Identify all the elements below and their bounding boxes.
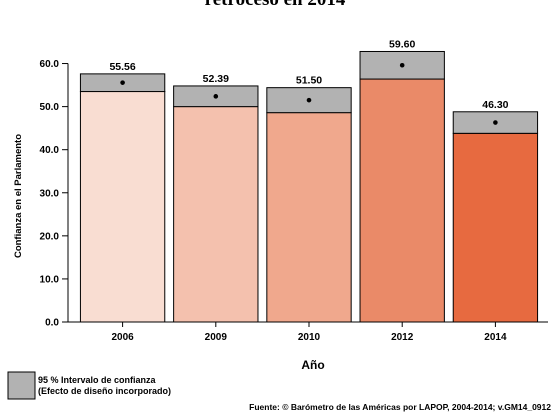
source-note: Fuente: © Barómetro de las Américas por … [249, 402, 551, 412]
data-label: 46.30 [482, 99, 508, 111]
point-estimate [120, 80, 125, 85]
point-estimate [306, 97, 312, 103]
x-tick-label: 2010 [298, 332, 321, 343]
y-tick-label: 40.0 [40, 145, 60, 156]
data-label: 59.60 [389, 38, 415, 50]
y-tick-label: 30.0 [40, 188, 60, 199]
x-tick-label: 2006 [111, 332, 134, 343]
bar [173, 106, 259, 323]
point-estimate [493, 120, 498, 125]
y-tick-label: 50.0 [40, 102, 60, 113]
x-tick-label: 2009 [205, 332, 228, 343]
legend-ci-label-line1: 95 % Intervalo de confianza [38, 375, 157, 385]
y-tick-label: 20.0 [40, 231, 60, 242]
legend-ci-swatch [7, 371, 36, 400]
x-axis-title: Año [301, 358, 324, 372]
data-label: 51.50 [296, 75, 322, 87]
y-tick-label: 60.0 [40, 59, 60, 70]
point-estimate [399, 62, 405, 68]
point-estimate [213, 94, 219, 99]
chart-title-fragment: retroceso en 2014 [205, 0, 346, 10]
legend-ci-label-line2: (Efecto de diseño incorporado) [38, 386, 171, 396]
plot-area: 0.0 10.0 20.0 30.0 40.0 50.0 60.0 55.56 2006 52.3… [40, 38, 548, 343]
y-tick-label: 10.0 [40, 274, 60, 285]
bar [452, 132, 539, 323]
bar [266, 112, 352, 323]
x-tick-label: 2012 [391, 332, 414, 343]
y-axis-title: Confianza en el Parlamento [13, 134, 24, 258]
bar [359, 78, 445, 323]
y-tick-label: 0.0 [45, 318, 59, 329]
bar [79, 91, 166, 323]
data-label: 55.56 [109, 61, 135, 73]
x-tick-label: 2014 [484, 332, 507, 343]
data-label: 52.39 [203, 73, 229, 85]
